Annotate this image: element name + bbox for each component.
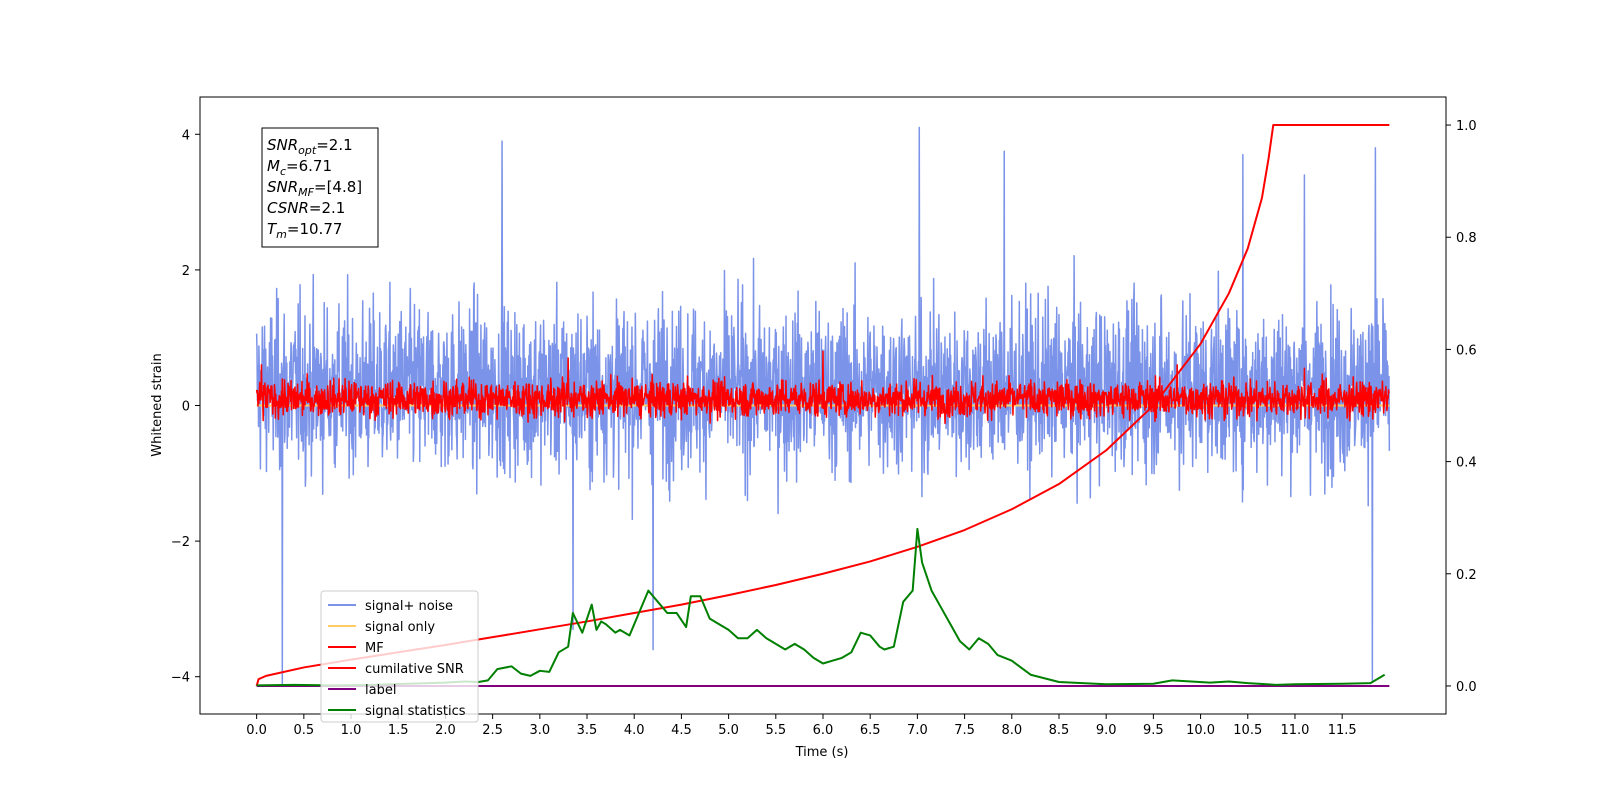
x-axis: 0.0 0.5 1.0 1.5 2.0 2.5 3.0 3.5 4.0 4.5 5.0 5.5 6.0 6… [246,714,1357,738]
series-line-signal-statistics [256,527,1386,687]
annotation-line: Mc=6.71 [267,157,332,178]
legend-label-signal-only: signal only [365,620,435,635]
x-tick-label: 8.5 [1049,723,1070,738]
annotation-line: SNRopt=2.1 [267,136,353,157]
x-tick-label: 10.0 [1186,723,1215,738]
x-tick-label: 3.0 [529,723,550,738]
annotation-line: SNRMF=[4.8] [267,178,362,199]
x-tick-label: 2.5 [482,723,503,738]
x-tick-label: 7.5 [954,723,975,738]
x-tick-label: 11.0 [1280,723,1309,738]
y2-tick-label: 0.0 [1456,680,1477,695]
y-tick-label: −4 [171,671,190,686]
x-tick-label: 9.0 [1096,723,1117,738]
annotation-frame [261,127,379,248]
y-tick-label: −2 [171,535,190,550]
legend-label-signal-statistics: signal statistics [365,704,466,719]
annotation-line: Tm=10.77 [267,220,342,241]
y2-tick-label: 0.4 [1456,456,1477,471]
y-axis-label: Whitened strain [150,353,165,456]
x-tick-label: 9.5 [1143,723,1164,738]
y-tick-label: 2 [182,264,190,279]
legend-label-signal-noise: signal+ noise [365,599,453,614]
y2-tick-label: 0.8 [1456,231,1477,246]
x-tick-label: 5.0 [718,723,739,738]
legend-label-cumilative-snr: cumilative SNR [365,662,464,677]
y2-tick-label: 1.0 [1456,119,1477,134]
x-tick-label: 4.0 [624,723,645,738]
x-tick-label: 1.0 [341,723,362,738]
x-tick-label: 4.5 [671,723,692,738]
y2-tick-label: 0.2 [1456,568,1477,583]
x-tick-label: 1.5 [388,723,409,738]
y-tick-label: 0 [182,400,190,415]
x-tick-label: 11.5 [1328,723,1357,738]
x-tick-label: 8.0 [1001,723,1022,738]
x-tick-label: 3.5 [577,723,598,738]
x-tick-label: 5.5 [765,723,786,738]
x-tick-label: 10.5 [1233,723,1262,738]
y2-axis-right: 0.0 0.2 0.4 0.6 0.8 1.0 [1446,119,1477,695]
legend-label-label: label [365,683,396,698]
x-tick-label: 6.5 [860,723,881,738]
x-tick-label: 0.5 [293,723,314,738]
x-tick-label: 7.0 [907,723,928,738]
y-tick-label: 4 [182,128,190,143]
y2-tick-label: 0.6 [1456,343,1477,358]
x-axis-label: Time (s) [795,745,849,760]
legend-label-mf: MF [365,641,384,656]
x-tick-label: 2.0 [435,723,456,738]
legend: signal+ noise signal only MF cumilative SNR… [320,590,479,723]
series-line-mf [255,350,1390,425]
x-tick-label: 0.0 [246,723,267,738]
legend-frame [320,590,479,723]
x-tick-label: 6.0 [813,723,834,738]
series-line-signal-noise [255,126,1391,685]
annotation-line: CSNR=2.1 [267,199,345,217]
y-axis: −4 −2 0 2 4 [171,128,200,686]
